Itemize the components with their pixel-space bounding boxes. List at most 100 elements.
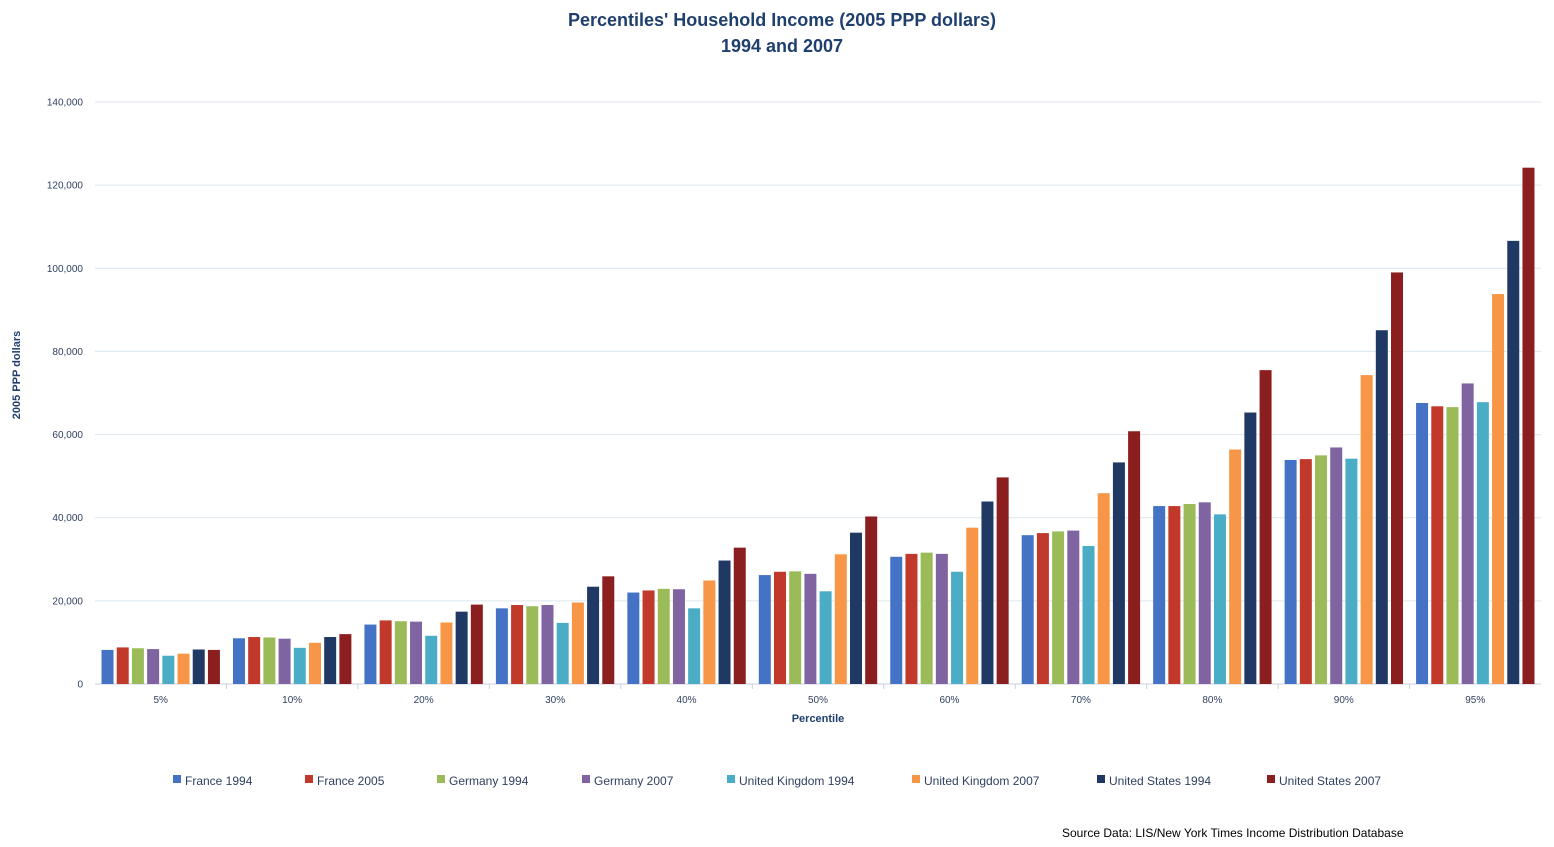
bar	[131, 648, 144, 684]
bar	[1431, 406, 1444, 684]
bar	[364, 624, 377, 684]
legend-label: France 2005	[317, 774, 385, 788]
y-tick-label: 100,000	[47, 264, 84, 275]
bar	[966, 527, 979, 684]
bar	[541, 605, 554, 684]
x-axis-title: Percentile	[792, 713, 845, 725]
y-tick-label: 140,000	[47, 98, 84, 109]
bar	[688, 608, 701, 684]
x-tick-label: 10%	[282, 695, 302, 706]
chart-subtitle: 1994 and 2007	[721, 36, 843, 56]
chart-title: Percentiles' Household Income (2005 PPP …	[568, 10, 996, 30]
bar	[1128, 431, 1141, 684]
bar	[1259, 370, 1272, 684]
bar	[1168, 506, 1181, 684]
bar	[602, 576, 615, 684]
source-note: Source Data: LIS/New York Times Income D…	[1062, 826, 1404, 840]
x-tick-label: 95%	[1465, 695, 1485, 706]
x-tick-label: 50%	[808, 695, 828, 706]
bar	[101, 649, 114, 684]
bar	[248, 637, 261, 684]
bar	[850, 532, 862, 684]
bar	[758, 575, 771, 684]
legend-swatch	[1267, 775, 1275, 783]
bar	[470, 604, 483, 684]
y-tick-label: 20,000	[52, 596, 83, 607]
legend-swatch	[582, 775, 590, 783]
gridlines	[95, 101, 1541, 685]
bar	[1492, 294, 1505, 684]
bar	[207, 649, 220, 684]
bar	[627, 592, 640, 684]
x-tick-label: 20%	[414, 695, 434, 706]
bar	[455, 611, 468, 684]
bar	[162, 655, 175, 684]
bar	[1036, 533, 1049, 684]
bar	[278, 638, 291, 684]
legend-label: France 1994	[185, 774, 253, 788]
bar	[1391, 272, 1404, 684]
y-tick-label: 80,000	[52, 347, 83, 358]
bar	[718, 560, 731, 684]
legend-swatch	[437, 775, 445, 783]
bar	[834, 554, 847, 684]
bar	[657, 588, 670, 684]
legend-swatch	[305, 775, 313, 783]
bar	[116, 647, 129, 684]
bar	[192, 649, 205, 684]
bar	[789, 571, 802, 684]
bar	[981, 501, 994, 684]
bar	[1345, 458, 1358, 684]
bar	[394, 621, 407, 684]
bar	[511, 605, 524, 684]
bar	[905, 553, 918, 684]
bar	[1082, 545, 1095, 684]
bars	[101, 167, 1535, 684]
bar	[1284, 459, 1297, 684]
bar	[804, 573, 817, 684]
bar	[1244, 412, 1257, 684]
x-axis-ticks: 5% 10% 20% 30% 40% 50% 60% 70% 80% 90% 95%	[154, 684, 1485, 706]
x-tick-label: 5%	[154, 695, 169, 706]
bar	[379, 620, 392, 684]
bar	[1021, 535, 1034, 684]
legend: France 1994 France 2005 Germany 1994 German…	[173, 774, 1381, 788]
bar	[1446, 407, 1459, 684]
y-tick-label: 60,000	[52, 430, 83, 441]
legend-label: United States 2007	[1279, 774, 1381, 788]
bar	[865, 516, 878, 684]
bar	[263, 637, 276, 684]
bar	[425, 635, 438, 684]
bar	[819, 591, 832, 684]
legend-label: United Kingdom 2007	[924, 774, 1040, 788]
bar	[703, 580, 716, 684]
bar	[1461, 383, 1474, 684]
bar	[1299, 459, 1312, 684]
bar	[951, 571, 964, 684]
bar	[1067, 530, 1080, 684]
bar	[556, 622, 569, 684]
bar	[587, 586, 600, 684]
bar	[324, 637, 337, 684]
bar	[339, 634, 352, 684]
bar	[1183, 503, 1196, 684]
x-tick-label: 80%	[1202, 695, 1222, 706]
legend-swatch	[727, 775, 735, 783]
y-tick-label: 40,000	[52, 513, 83, 524]
bar	[232, 638, 245, 684]
bar	[440, 622, 453, 684]
bar	[935, 553, 948, 684]
bar	[672, 589, 685, 684]
legend-label: Germany 2007	[594, 774, 674, 788]
bar	[1330, 447, 1343, 684]
bar	[1198, 502, 1211, 684]
bar	[1052, 531, 1065, 684]
bar	[1507, 240, 1520, 684]
bar	[571, 602, 584, 684]
bar	[1375, 330, 1388, 684]
bar	[733, 547, 746, 684]
x-tick-label: 60%	[939, 695, 959, 706]
x-tick-label: 90%	[1334, 695, 1354, 706]
bar	[890, 556, 903, 684]
